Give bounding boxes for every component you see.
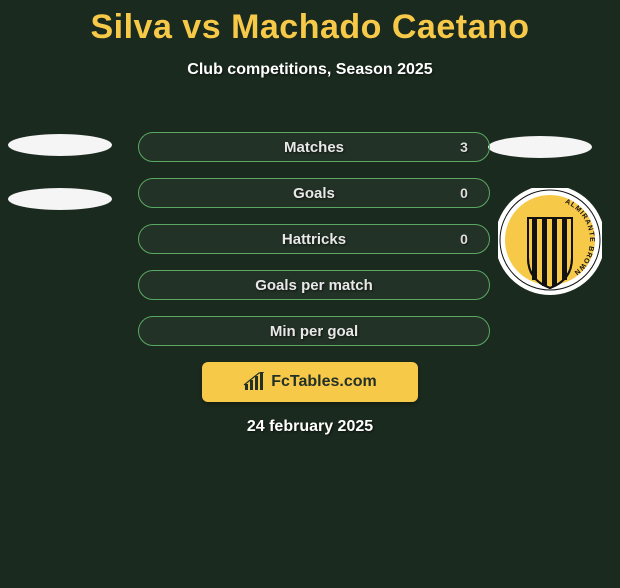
stat-row: Hattricks 0 (138, 224, 490, 254)
stat-right-value: 3 (439, 139, 489, 155)
ellipse (8, 134, 112, 156)
comparison-title: Silva vs Machado Caetano (0, 8, 620, 47)
stat-label: Goals per match (189, 277, 439, 294)
stat-label: Hattricks (189, 231, 439, 248)
fctables-link[interactable]: FcTables.com (202, 362, 418, 402)
club-crest: ALMIRANTE BROWN (498, 188, 602, 296)
comparison-subtitle: Club competitions, Season 2025 (0, 61, 620, 79)
stats-container: Matches 3 Goals 0 Hattricks 0 Goals per … (138, 132, 490, 362)
stat-right-value: 0 (439, 185, 489, 201)
stat-row: Goals 0 (138, 178, 490, 208)
snapshot-date: 24 february 2025 (0, 418, 620, 436)
brand-text: FcTables.com (271, 373, 377, 391)
stat-label: Matches (189, 139, 439, 156)
stat-label: Goals (189, 185, 439, 202)
stat-row: Goals per match (138, 270, 490, 300)
stat-row: Matches 3 (138, 132, 490, 162)
bar-chart-icon (243, 372, 265, 392)
stat-label: Min per goal (189, 323, 439, 340)
player-right-photo-placeholder (488, 136, 592, 158)
stat-right-value: 0 (439, 231, 489, 247)
stat-row: Min per goal (138, 316, 490, 346)
player-left-photo-placeholder (8, 134, 112, 242)
ellipse (8, 188, 112, 210)
